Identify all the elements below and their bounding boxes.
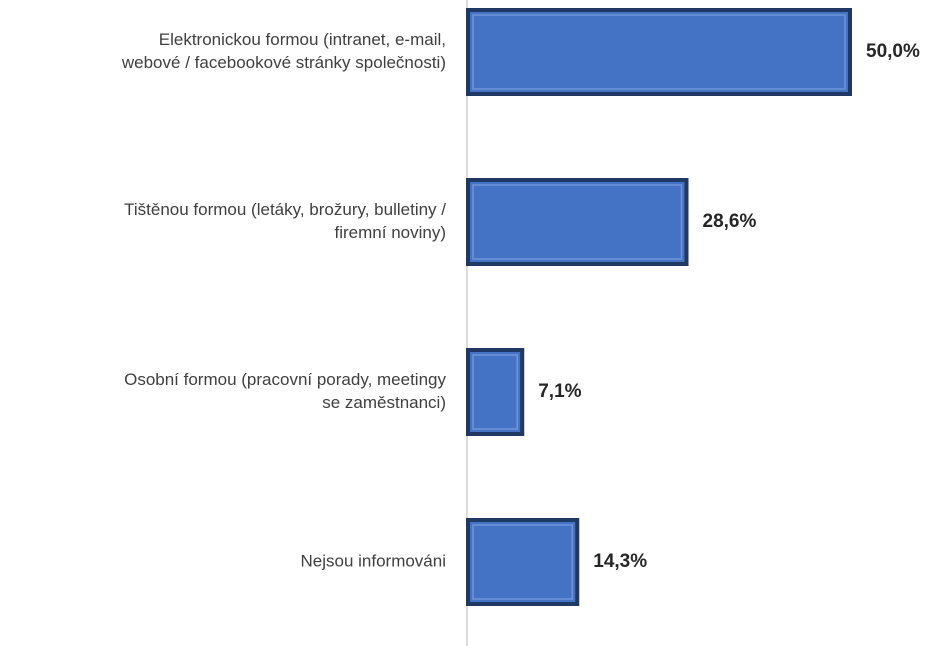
value-label: 14,3%	[593, 551, 647, 572]
bar	[466, 8, 852, 96]
bar-highlight	[472, 14, 846, 90]
category-label: Tištěnou formou (letáky, brožury, bullet…	[124, 200, 446, 219]
category-label: se zaměstnanci)	[322, 393, 446, 412]
value-label: 28,6%	[703, 211, 757, 232]
bar-highlight	[472, 184, 683, 260]
category-label: Osobní formou (pracovní porady, meetingy	[124, 370, 446, 389]
category-label: Nejsou informováni	[300, 551, 446, 570]
category-label: firemní noviny)	[335, 223, 446, 242]
bar-highlight	[472, 354, 518, 430]
bar	[466, 178, 689, 266]
value-label: 7,1%	[538, 381, 581, 402]
category-label: Elektronickou formou (intranet, e-mail,	[159, 30, 446, 49]
bar	[466, 348, 525, 436]
bar	[466, 518, 580, 606]
category-label: webové / facebookové stránky společnosti…	[121, 53, 446, 72]
bar-highlight	[472, 524, 574, 600]
value-label: 50,0%	[866, 41, 920, 62]
